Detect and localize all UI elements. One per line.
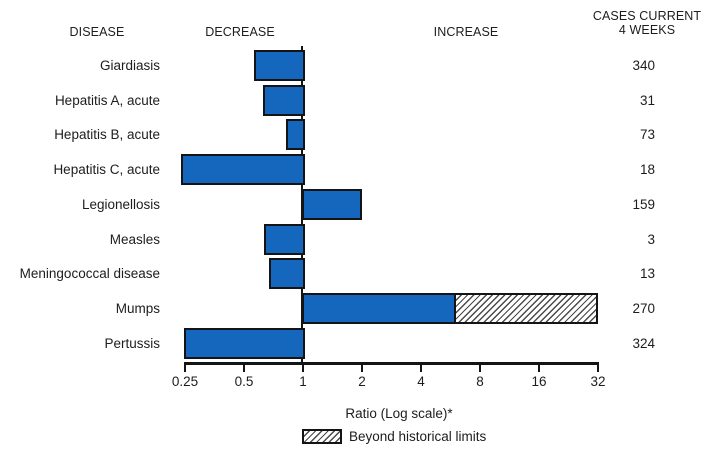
cases-value: 18: [639, 162, 655, 177]
x-axis-tick-label: 16: [531, 374, 547, 389]
disease-label: Meningococcal disease: [19, 266, 160, 281]
ratio-bar: [286, 119, 305, 150]
beyond-historical-limits-swatch: [302, 429, 342, 444]
cases-value: 13: [639, 266, 655, 281]
ratio-bar: [302, 293, 598, 324]
cases-value: 340: [632, 58, 655, 73]
column-header-cases-line1: CASES CURRENT: [592, 9, 702, 23]
x-axis-tick-mark: [184, 362, 186, 372]
legend-label: Beyond historical limits: [349, 429, 487, 444]
disease-label: Hepatitis C, acute: [53, 162, 160, 177]
x-axis-tick-label: 32: [590, 374, 606, 389]
disease-label: Mumps: [115, 301, 160, 316]
cases-value: 31: [639, 93, 655, 108]
x-axis-tick-mark: [538, 362, 540, 372]
disease-label: Hepatitis A, acute: [54, 93, 160, 108]
disease-label: Hepatitis B, acute: [54, 127, 160, 142]
ratio-bar: [269, 258, 305, 289]
column-header-disease: DISEASE: [69, 25, 125, 39]
disease-label: Legionellosis: [81, 197, 160, 212]
x-axis-tick-label: 0.5: [234, 374, 254, 389]
ratio-bar: [302, 189, 362, 220]
x-axis-tick-mark: [361, 362, 363, 372]
disease-label: Measles: [109, 232, 160, 247]
x-axis-tick-mark: [243, 362, 245, 372]
ratio-bar: [181, 154, 305, 185]
cases-value: 159: [632, 197, 655, 212]
cases-value: 73: [639, 127, 655, 142]
column-header-cases-line2: 4 WEEKS: [618, 23, 676, 37]
x-axis-tick-mark: [420, 362, 422, 372]
ratio-bar: [184, 328, 305, 359]
x-axis-tick-mark: [302, 362, 304, 372]
disease-label: Giardiasis: [99, 58, 160, 73]
x-axis-tick-label: 0.25: [171, 374, 199, 389]
legend: Beyond historical limits: [302, 429, 486, 444]
cases-value: 324: [632, 336, 655, 351]
disease-label: Pertussis: [104, 336, 160, 351]
ratio-bar: [264, 224, 305, 255]
column-header-cases: CASES CURRENT 4 WEEKS: [588, 9, 706, 37]
cases-value: 270: [632, 301, 655, 316]
x-axis-label: Ratio (Log scale)*: [345, 406, 453, 421]
cases-value: 3: [647, 232, 655, 247]
x-axis-tick-label: 8: [476, 374, 484, 389]
ratio-bar-solid-segment: [304, 295, 456, 322]
column-header-increase: INCREASE: [433, 25, 499, 39]
ratio-bar-beyond-limits-segment: [456, 295, 596, 322]
x-axis-tick-label: 2: [358, 374, 366, 389]
column-header-decrease: DECREASE: [205, 25, 275, 39]
x-axis-tick-label: 1: [299, 374, 307, 389]
ratio-bar: [254, 50, 305, 81]
x-axis-tick-mark: [597, 362, 599, 372]
x-axis-tick-label: 4: [417, 374, 425, 389]
x-axis-tick-mark: [479, 362, 481, 372]
x-axis-line: [184, 362, 599, 365]
ratio-bar: [263, 85, 305, 116]
